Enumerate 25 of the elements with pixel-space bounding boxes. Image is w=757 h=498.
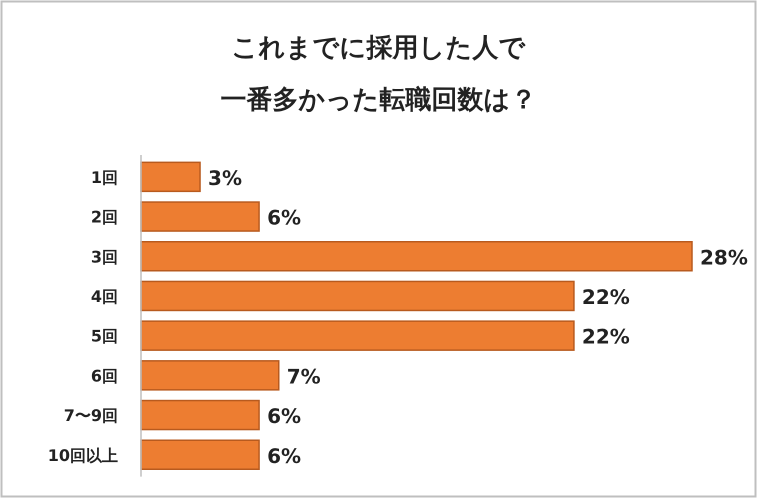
data-label: 6%	[267, 206, 302, 230]
data-label: 22%	[582, 324, 630, 349]
data-label: 6%	[267, 444, 302, 468]
chart-title: これまでに採用した人で一番多かった転職回数は？	[220, 33, 536, 115]
bar	[140, 440, 260, 470]
data-label: 28%	[700, 245, 748, 270]
y-tick-label: 5回	[90, 326, 118, 346]
y-tick-label: 4回	[90, 286, 118, 306]
bar	[140, 241, 693, 272]
y-tick-label: 10回以上	[48, 446, 118, 465]
data-label: 7%	[286, 364, 321, 388]
y-tick-label: 6回	[90, 366, 118, 386]
data-label: 6%	[267, 404, 302, 428]
bar	[140, 201, 260, 232]
bar	[140, 400, 260, 430]
y-tick-label: 1回	[90, 168, 118, 187]
data-label: 22%	[582, 284, 630, 309]
bar	[140, 360, 280, 391]
y-tick-label: 7〜9回	[64, 406, 118, 426]
data-label: 3%	[208, 166, 242, 190]
y-tick-label: 3回	[90, 247, 118, 266]
y-tick-label: 2回	[90, 208, 118, 227]
bar	[140, 320, 575, 351]
bar	[140, 280, 575, 312]
bar	[140, 162, 201, 192]
